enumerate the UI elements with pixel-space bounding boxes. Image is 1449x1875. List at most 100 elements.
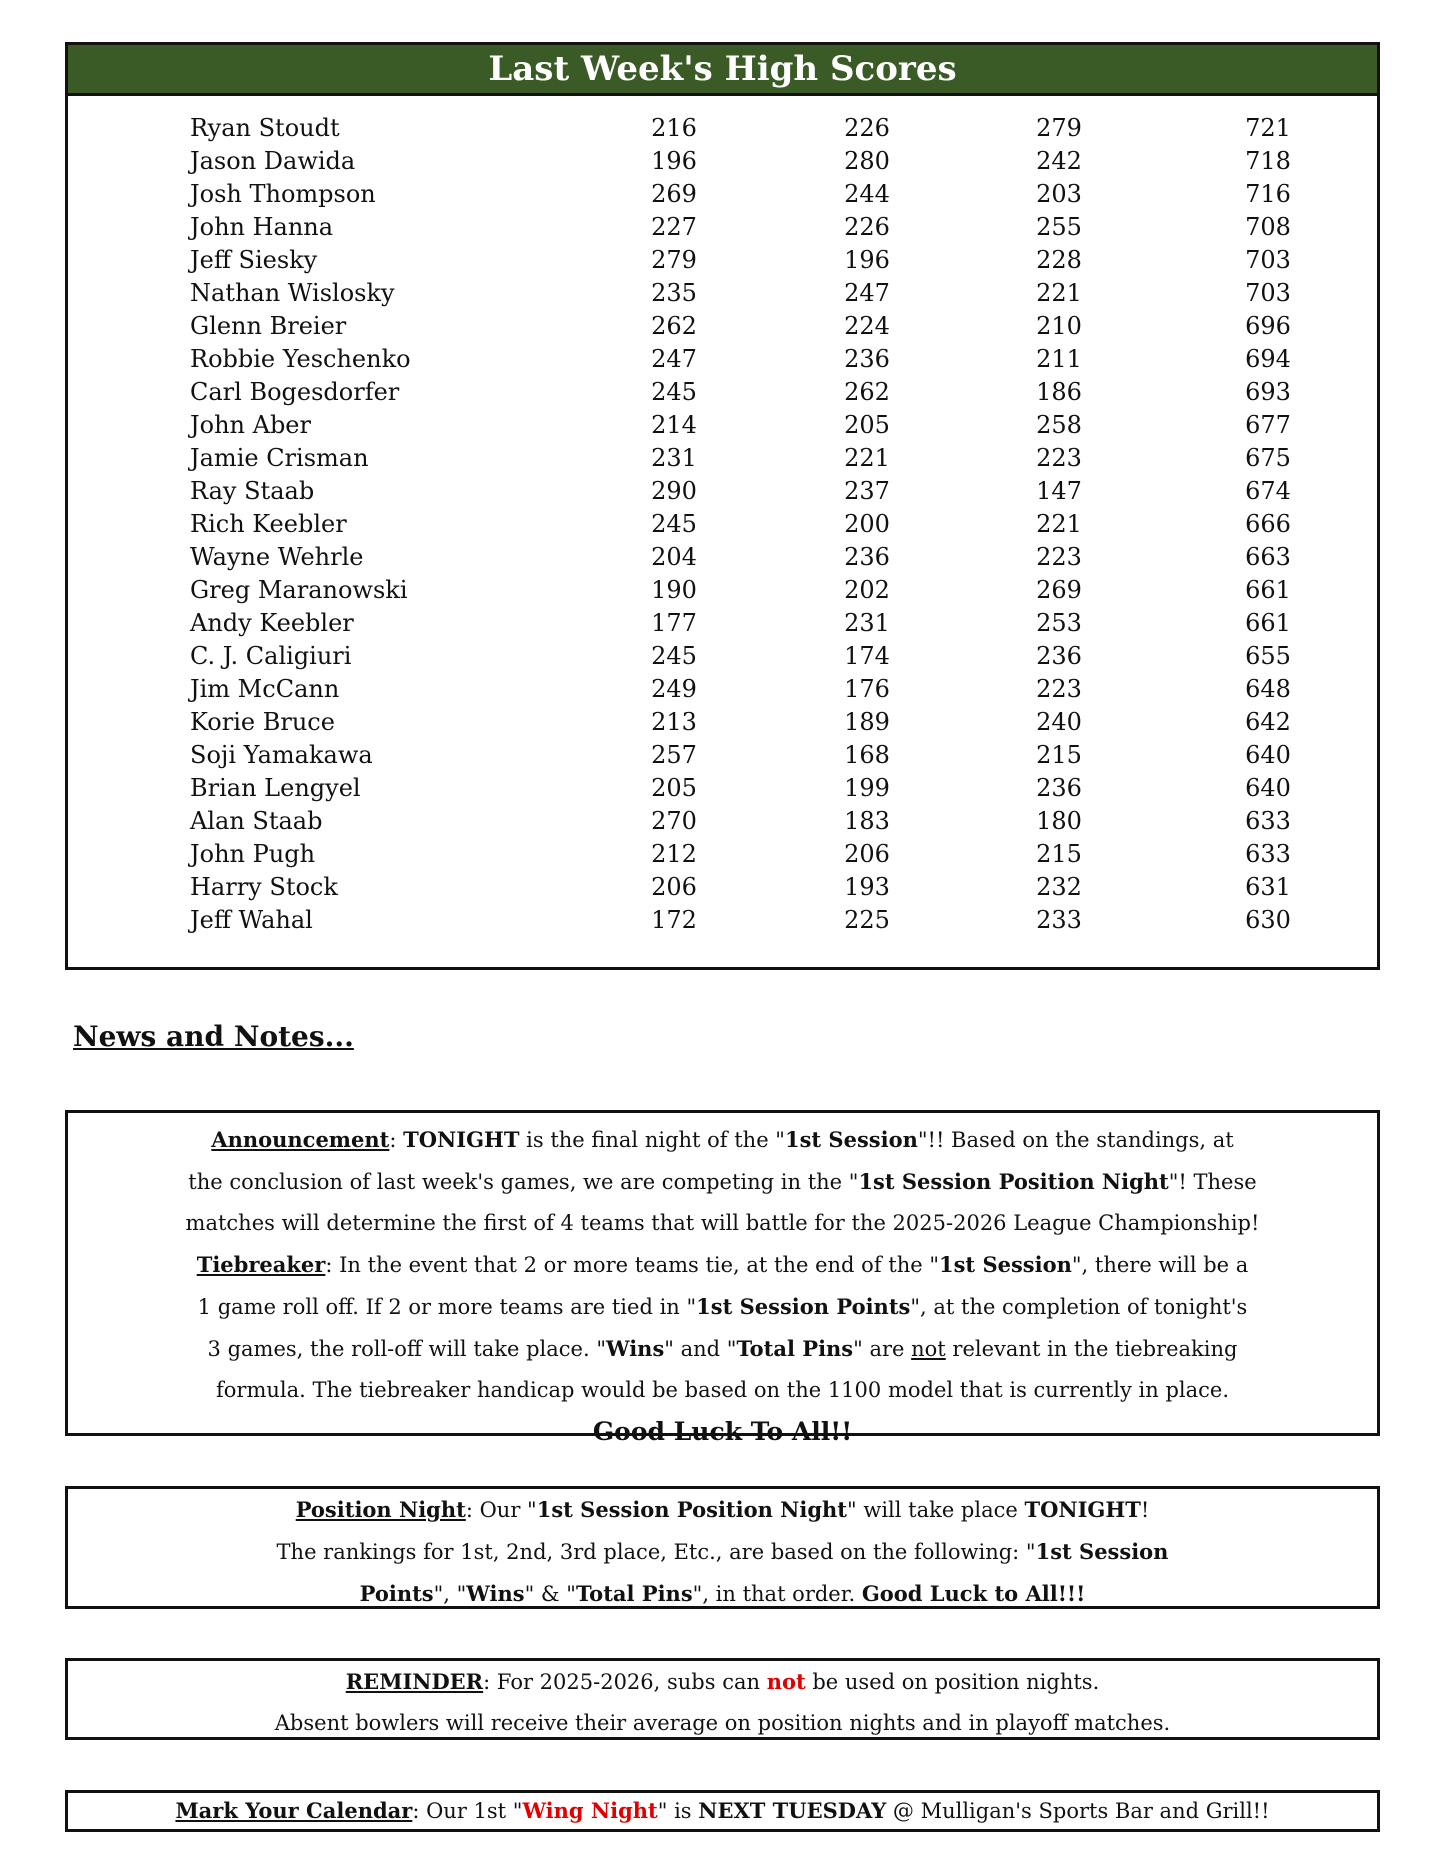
note-text: Good Luck To All!! bbox=[592, 1417, 853, 1446]
bowler-name: Robbie Yeschenko bbox=[190, 345, 411, 373]
game-3-score: 279 bbox=[1036, 114, 1082, 142]
table-row: Andy Keebler 177 231 253 661 bbox=[68, 607, 1377, 640]
game-1-score: 212 bbox=[651, 840, 697, 868]
bowler-name: Ryan Stoudt bbox=[190, 114, 340, 142]
series-total: 666 bbox=[1245, 510, 1291, 538]
calendar-note: Mark Your Calendar: Our 1st "Wing Night"… bbox=[65, 1790, 1380, 1832]
game-3-score: 223 bbox=[1036, 543, 1082, 571]
game-1-score: 245 bbox=[651, 510, 697, 538]
game-1-score: 227 bbox=[651, 213, 697, 241]
score-rows: Ryan Stoudt 216 226 279 721 Jason Dawida 196 28… bbox=[68, 112, 1377, 937]
game-2-score: 231 bbox=[844, 609, 890, 637]
reminder-note: REMINDER: For 2025-2026, subs can not be… bbox=[65, 1658, 1380, 1740]
note-text: : bbox=[389, 1128, 404, 1152]
table-row: Korie Bruce 213 189 240 642 bbox=[68, 706, 1377, 739]
table-row: Carl Bogesdorfer 245 262 186 693 bbox=[68, 376, 1377, 409]
game-1-score: 249 bbox=[651, 675, 697, 703]
note-text: ! bbox=[1140, 1498, 1150, 1522]
game-2-score: 174 bbox=[844, 642, 890, 670]
note-text: ", " bbox=[433, 1582, 467, 1606]
game-3-score: 242 bbox=[1036, 147, 1082, 175]
game-3-score: 211 bbox=[1036, 345, 1082, 373]
note-text: Wing Night bbox=[522, 1798, 658, 1823]
bowler-name: Greg Maranowski bbox=[190, 576, 408, 604]
bowler-name: Alan Staab bbox=[190, 807, 323, 835]
bowler-name: Brian Lengyel bbox=[190, 774, 361, 802]
series-total: 694 bbox=[1245, 345, 1291, 373]
series-total: 655 bbox=[1245, 642, 1291, 670]
game-1-score: 205 bbox=[651, 774, 697, 802]
game-3-score: 147 bbox=[1036, 477, 1082, 505]
game-2-score: 200 bbox=[844, 510, 890, 538]
series-total: 633 bbox=[1245, 807, 1291, 835]
note-text: not bbox=[766, 1669, 806, 1694]
announcement-note: Announcement: TONIGHT is the final night… bbox=[65, 1110, 1380, 1446]
game-3-score: 258 bbox=[1036, 411, 1082, 439]
note-text: " is bbox=[657, 1799, 699, 1823]
note-text: TONIGHT bbox=[403, 1127, 520, 1152]
game-2-score: 199 bbox=[844, 774, 890, 802]
game-3-score: 236 bbox=[1036, 774, 1082, 802]
series-total: 716 bbox=[1245, 180, 1291, 208]
bowler-name: Carl Bogesdorfer bbox=[190, 378, 400, 406]
bowler-name: Andy Keebler bbox=[190, 609, 354, 637]
bowler-name: Harry Stock bbox=[190, 873, 338, 901]
game-2-score: 176 bbox=[844, 675, 890, 703]
note-line: Tiebreaker: In the event that 2 or more … bbox=[68, 1244, 1377, 1286]
game-1-score: 269 bbox=[651, 180, 697, 208]
table-row: Jamie Crisman 231 221 223 675 bbox=[68, 442, 1377, 475]
note-text: 1st Session bbox=[1035, 1539, 1169, 1564]
note-text: ", in that order. bbox=[692, 1582, 862, 1606]
game-2-score: 193 bbox=[844, 873, 890, 901]
table-row: Nathan Wislosky 235 247 221 703 bbox=[68, 277, 1377, 310]
note-text: : In the event that 2 or more teams tie,… bbox=[325, 1253, 939, 1277]
note-text: Absent bowlers will receive their averag… bbox=[274, 1711, 1171, 1735]
series-total: 640 bbox=[1245, 774, 1291, 802]
note-line: Announcement: TONIGHT is the final night… bbox=[68, 1119, 1377, 1161]
game-3-score: 221 bbox=[1036, 279, 1082, 307]
game-2-score: 280 bbox=[844, 147, 890, 175]
series-total: 696 bbox=[1245, 312, 1291, 340]
note-text: not bbox=[911, 1337, 946, 1361]
note-text: 1st Session bbox=[939, 1252, 1072, 1277]
note-text: " are bbox=[853, 1337, 912, 1361]
note-label: Position Night bbox=[295, 1497, 466, 1522]
game-3-score: 233 bbox=[1036, 906, 1082, 934]
game-2-score: 236 bbox=[844, 345, 890, 373]
note-text: "! These bbox=[1168, 1170, 1257, 1194]
series-total: 642 bbox=[1245, 708, 1291, 736]
bowler-name: John Pugh bbox=[190, 840, 316, 868]
game-1-score: 257 bbox=[651, 741, 697, 769]
game-3-score: 223 bbox=[1036, 444, 1082, 472]
table-row: Ray Staab 290 237 147 674 bbox=[68, 475, 1377, 508]
note-text: 1 game roll off. If 2 or more teams are … bbox=[197, 1295, 697, 1319]
game-1-score: 245 bbox=[651, 642, 697, 670]
note-text: 1st Session Position Night bbox=[858, 1169, 1169, 1194]
table-row: C. J. Caligiuri 245 174 236 655 bbox=[68, 640, 1377, 673]
note-line: the conclusion of last week's games, we … bbox=[68, 1161, 1377, 1203]
note-line: REMINDER: For 2025-2026, subs can not be… bbox=[68, 1661, 1377, 1703]
series-total: 674 bbox=[1245, 477, 1291, 505]
table-row: Robbie Yeschenko 247 236 211 694 bbox=[68, 343, 1377, 376]
game-3-score: 269 bbox=[1036, 576, 1082, 604]
series-total: 718 bbox=[1245, 147, 1291, 175]
note-text: matches will determine the first of 4 te… bbox=[185, 1211, 1260, 1235]
note-text: The rankings for 1st, 2nd, 3rd place, Et… bbox=[276, 1540, 1036, 1564]
game-2-score: 168 bbox=[844, 741, 890, 769]
note-text: "!! Based on the standings, at bbox=[917, 1128, 1234, 1152]
bowler-name: Nathan Wislosky bbox=[190, 279, 395, 307]
table-row: Ryan Stoudt 216 226 279 721 bbox=[68, 112, 1377, 145]
table-row: Jeff Wahal 172 225 233 630 bbox=[68, 904, 1377, 937]
series-total: 677 bbox=[1245, 411, 1291, 439]
game-2-score: 224 bbox=[844, 312, 890, 340]
note-text: be used on position nights. bbox=[805, 1670, 1100, 1694]
table-row: John Hanna 227 226 255 708 bbox=[68, 211, 1377, 244]
series-total: 640 bbox=[1245, 741, 1291, 769]
game-1-score: 196 bbox=[651, 147, 697, 175]
game-1-score: 262 bbox=[651, 312, 697, 340]
note-line: matches will determine the first of 4 te… bbox=[68, 1203, 1377, 1244]
table-row: John Aber 214 205 258 677 bbox=[68, 409, 1377, 442]
note-label: REMINDER bbox=[345, 1669, 484, 1694]
note-label: Tiebreaker bbox=[196, 1252, 326, 1277]
note-label: Announcement bbox=[211, 1127, 390, 1152]
